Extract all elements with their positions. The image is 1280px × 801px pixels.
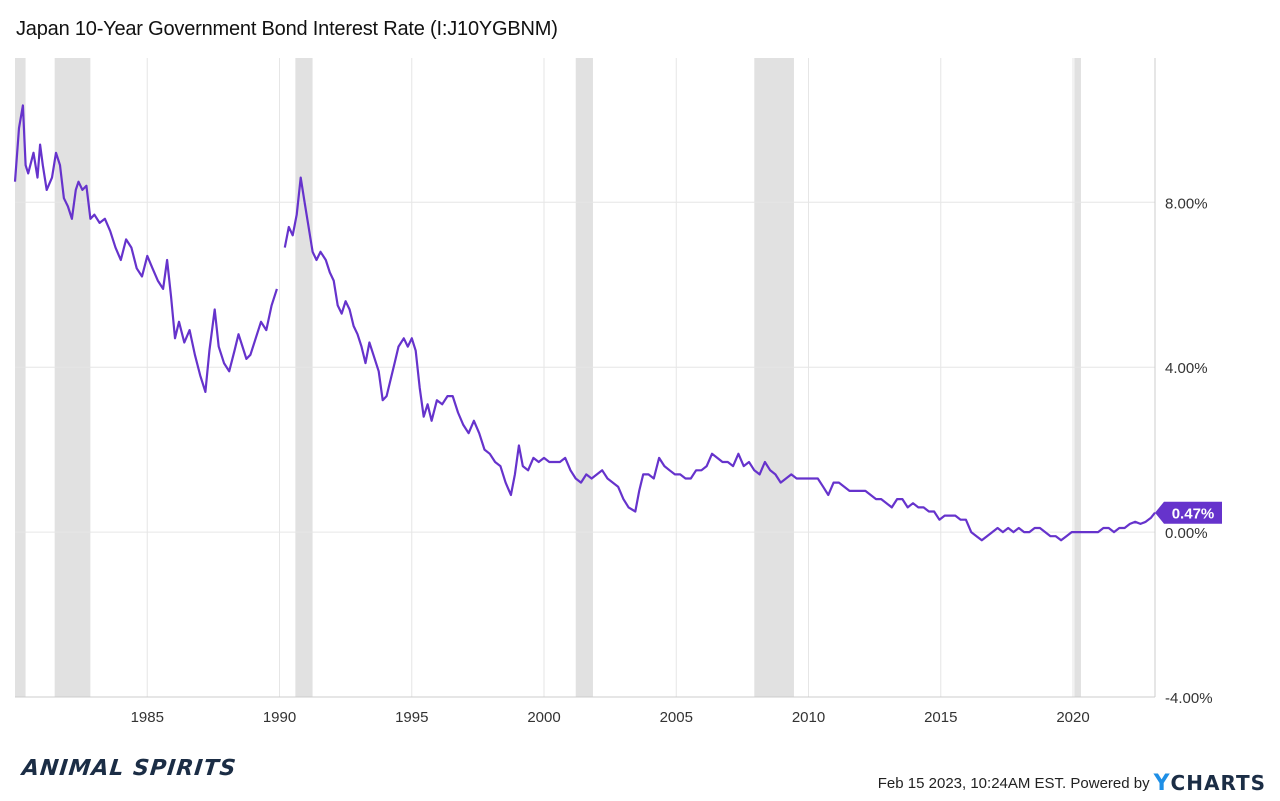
ycharts-logo[interactable]: YCHARTS bbox=[1153, 771, 1266, 796]
x-tick-label: 2010 bbox=[792, 709, 825, 726]
gridlines bbox=[15, 58, 1156, 698]
y-tick-label: 0.00% bbox=[1165, 525, 1208, 542]
x-tick-label: 1995 bbox=[395, 709, 428, 726]
x-tick-label: 2020 bbox=[1056, 709, 1089, 726]
recession-band bbox=[15, 58, 26, 697]
x-tick-label: 1985 bbox=[131, 709, 164, 726]
chart-title: Japan 10-Year Government Bond Interest R… bbox=[16, 18, 558, 40]
recession-bands bbox=[15, 58, 1081, 697]
timestamp: Feb 15 2023, 10:24AM EST. bbox=[877, 775, 1067, 792]
y-tick-label: -4.00% bbox=[1165, 690, 1213, 707]
x-axis: 1985 1990 1995 2000 2005 2010 2015 2020 bbox=[131, 709, 1090, 726]
series-lines bbox=[13, 104, 1156, 542]
powered-by-text: Powered by bbox=[1070, 775, 1150, 792]
y-axis: -4.00% 0.00% 4.00% 8.00% bbox=[1165, 195, 1213, 707]
x-tick-label: 2000 bbox=[527, 709, 560, 726]
y-tick-label: 4.00% bbox=[1165, 360, 1208, 377]
last-value-badge: 0.47% bbox=[1155, 501, 1222, 524]
recession-band bbox=[1074, 58, 1081, 697]
y-tick-label: 8.00% bbox=[1165, 195, 1208, 212]
badge-shape bbox=[1155, 501, 1222, 524]
recession-band bbox=[295, 58, 313, 697]
footer-credit: Feb 15 2023, 10:24AM EST. Powered by YCH… bbox=[878, 771, 1266, 796]
recession-band bbox=[575, 58, 593, 697]
series-line bbox=[283, 176, 1156, 542]
recession-band bbox=[54, 58, 91, 697]
series-line bbox=[13, 104, 278, 393]
recession-band bbox=[754, 58, 794, 697]
x-tick-label: 1990 bbox=[263, 709, 296, 726]
x-tick-label: 2015 bbox=[924, 709, 957, 726]
last-value-label: 0.47% bbox=[1172, 506, 1215, 523]
animal-spirits-logo: ANIMAL SPIRITS bbox=[20, 756, 238, 781]
x-tick-label: 2005 bbox=[660, 709, 693, 726]
